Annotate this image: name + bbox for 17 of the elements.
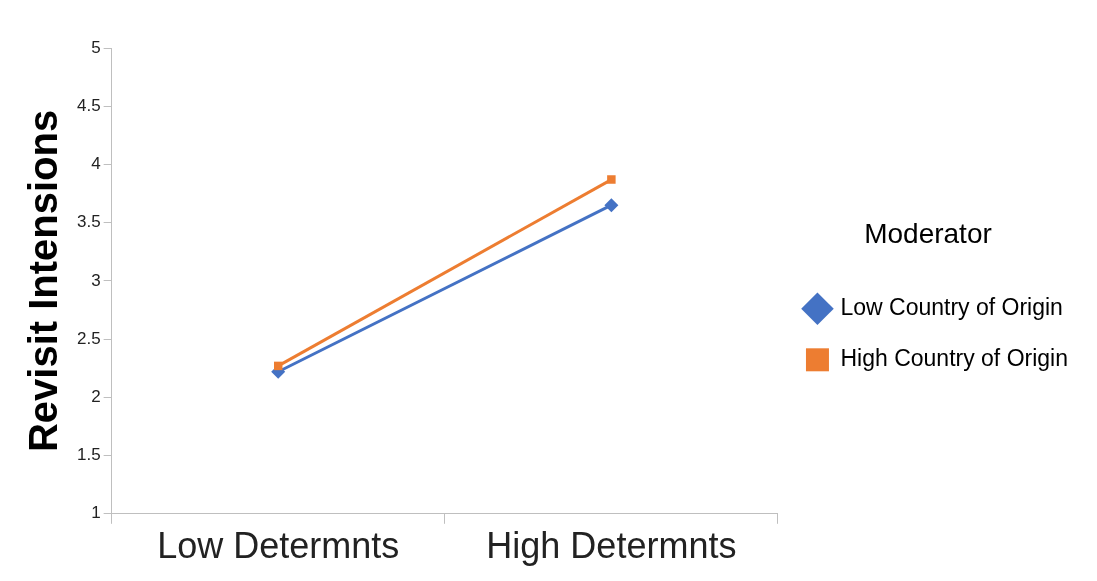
- y-tick-label: 4.5: [76, 95, 101, 115]
- point: [604, 198, 619, 213]
- point: [607, 175, 616, 184]
- y-axis-title: Revisit Intensions: [21, 109, 66, 453]
- y-tick-label: 2.5: [76, 328, 101, 348]
- legend-label: High Country of Origin: [840, 345, 1069, 372]
- y-tick-label: 3.5: [76, 212, 101, 232]
- x-tick-label: High Determnts: [486, 525, 737, 567]
- y-tick-label: 3: [91, 270, 101, 290]
- y-tick-label: 1.5: [76, 445, 101, 465]
- legend-title: Moderator: [864, 218, 992, 250]
- y-tick-label: 5: [91, 37, 101, 57]
- legend-label: Low Country of Origin: [840, 294, 1063, 321]
- y-tick-label: 2: [91, 387, 101, 407]
- y-tick-label: 1: [91, 503, 101, 523]
- x-tick-label: Low Determnts: [157, 525, 400, 567]
- y-tick-label: 4: [91, 154, 101, 174]
